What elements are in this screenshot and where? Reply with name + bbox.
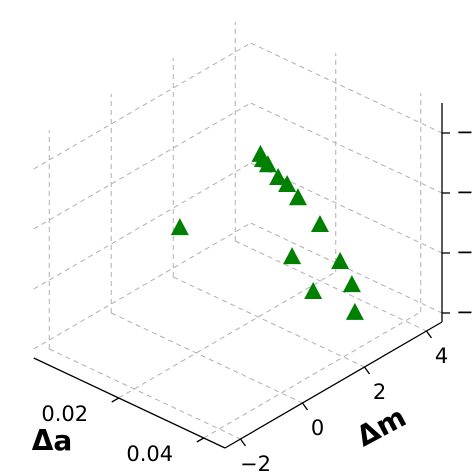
tick-mark xyxy=(111,397,120,403)
y-tick-label: 2 xyxy=(373,380,386,404)
grid-line xyxy=(33,222,252,350)
x-tick-label: 0.04 xyxy=(126,442,173,466)
grid-line xyxy=(111,312,303,404)
tick-mark xyxy=(425,330,433,339)
grid-line xyxy=(250,42,443,134)
point xyxy=(288,188,307,206)
tick-mark xyxy=(363,366,371,375)
y-tick-label: 0 xyxy=(311,416,324,440)
tick-mark xyxy=(239,438,247,447)
x-axis-line xyxy=(33,357,226,449)
point xyxy=(258,155,277,173)
z-tick-label: −20 xyxy=(456,120,474,144)
y-axis-line xyxy=(224,321,443,449)
grid-line xyxy=(235,240,427,332)
tick-mark xyxy=(196,437,205,443)
grid-line xyxy=(173,276,365,368)
point xyxy=(170,218,189,236)
z-tick-label: −80 xyxy=(456,300,474,324)
grid-line xyxy=(33,42,252,170)
grid-line xyxy=(118,271,337,399)
y-tick-label: −2 xyxy=(240,452,271,474)
x-tick-label: 0.02 xyxy=(41,402,88,426)
point xyxy=(304,282,323,299)
z-tick-label: −40 xyxy=(456,180,474,204)
point xyxy=(278,175,297,193)
y-axis-label: Δm xyxy=(351,400,411,453)
point xyxy=(331,251,350,269)
tick-mark xyxy=(301,402,309,411)
z-tick-label: −60 xyxy=(456,240,474,264)
y-tick-label: 4 xyxy=(435,344,448,368)
grid-line xyxy=(33,102,252,230)
point xyxy=(269,167,288,185)
point xyxy=(310,215,329,233)
point xyxy=(345,302,364,320)
point xyxy=(283,247,302,265)
x-axis-label: Δa xyxy=(32,424,73,457)
point xyxy=(342,275,361,293)
grid-line xyxy=(33,162,252,290)
grid-line xyxy=(203,311,422,439)
